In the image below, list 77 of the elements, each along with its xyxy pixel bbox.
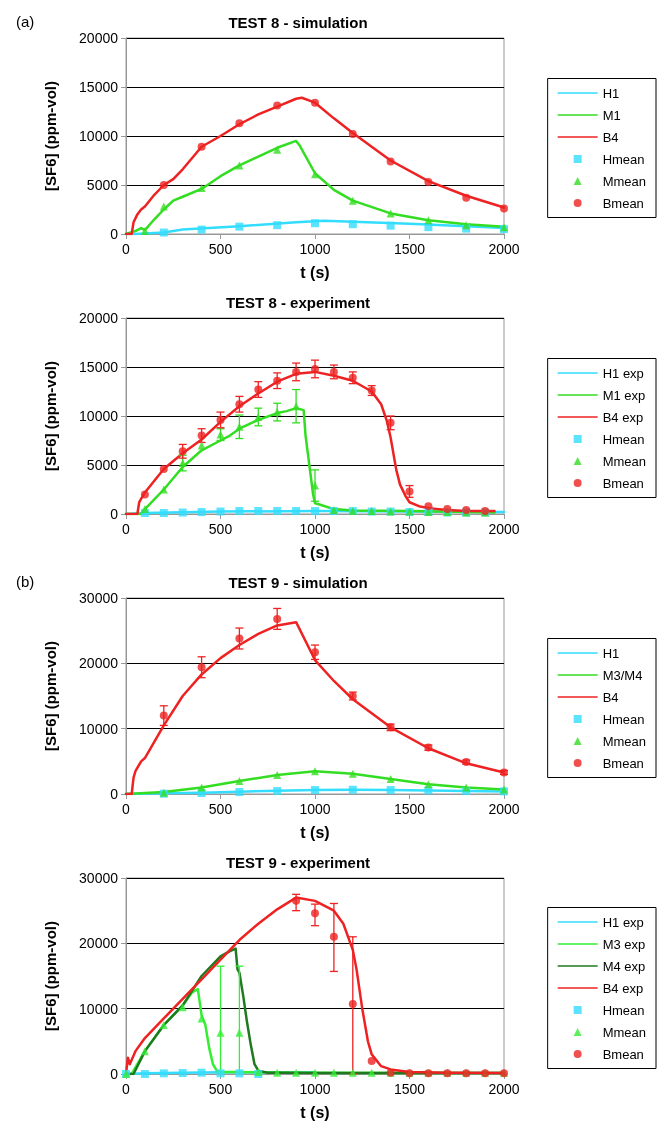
x-tick-label: 1500 — [393, 521, 426, 537]
legend-label: B4 exp — [602, 409, 644, 425]
legend-label: Hmean — [602, 1002, 645, 1018]
y-tick-label: 0 — [110, 786, 119, 802]
x-tick-label: 2000 — [488, 241, 520, 257]
y-tick-label: 20000 — [79, 310, 119, 326]
x-tick-label: 2000 — [488, 801, 520, 817]
legend-label: M3 exp — [602, 936, 646, 952]
y-tick-label: 15000 — [79, 79, 119, 95]
y-axis-title: [SF6] (ppm-vol) — [42, 81, 59, 191]
x-tick-label: 1000 — [299, 521, 331, 537]
x-tick-label: 500 — [208, 241, 233, 257]
legend-label: Mmean — [602, 173, 647, 189]
y-tick-label: 10000 — [79, 720, 119, 737]
x-tick-label: 2000 — [488, 1081, 520, 1097]
legend-label: M4 exp — [602, 958, 646, 974]
x-tick-label: 500 — [208, 801, 233, 817]
y-tick-label: 30000 — [79, 870, 119, 886]
y-tick-label: 10000 — [79, 1000, 119, 1017]
x-axis-title: t (s) — [300, 543, 330, 561]
legend-label: M1 — [602, 107, 621, 123]
legend-label: M3/M4 — [602, 667, 643, 683]
y-tick-label: 0 — [110, 226, 119, 242]
y-tick-label: 5000 — [86, 177, 119, 193]
chart-title: TEST 8 - simulation — [228, 14, 368, 31]
y-axis-title: [SF6] (ppm-vol) — [42, 361, 59, 471]
text: (a) — [16, 13, 35, 30]
y-tick-label: 20000 — [79, 935, 119, 952]
legend-label: Mmean — [602, 733, 647, 749]
chart-title: TEST 9 - simulation — [228, 574, 368, 591]
legend-label: H1 exp — [602, 365, 644, 381]
x-tick-label: 1500 — [393, 241, 426, 257]
x-axis-title: t (s) — [300, 823, 330, 841]
x-tick-label: 1000 — [299, 801, 331, 817]
legend-label: B4 exp — [602, 980, 644, 996]
x-tick-label: 2000 — [488, 521, 520, 537]
x-tick-label: 0 — [122, 241, 131, 257]
y-tick-label: 15000 — [79, 359, 119, 375]
legend-label: H1 — [602, 645, 620, 661]
legend-label: M1 exp — [602, 387, 646, 403]
legend-label: Bmean — [602, 755, 644, 771]
x-axis-title: t (s) — [300, 263, 330, 281]
y-tick-label: 20000 — [79, 30, 119, 46]
y-tick-label: 10000 — [79, 408, 119, 424]
legend-label: H1 exp — [602, 914, 644, 930]
text: (b) — [16, 573, 35, 590]
x-axis-title: t (s) — [300, 1103, 330, 1121]
legend-label: Bmean — [602, 475, 644, 491]
legend-label: Hmean — [602, 431, 645, 447]
legend-label: Bmean — [602, 195, 644, 211]
y-tick-label: 10000 — [79, 128, 119, 144]
x-tick-label: 0 — [122, 521, 131, 537]
y-axis-title: [SF6] (ppm-vol) — [42, 641, 59, 751]
x-tick-label: 1500 — [393, 801, 426, 817]
y-tick-label: 20000 — [79, 655, 119, 672]
chart-title: TEST 9 - experiment — [225, 854, 371, 871]
legend-label: Hmean — [602, 151, 645, 167]
x-tick-label: 0 — [122, 1081, 131, 1097]
x-tick-label: 1000 — [299, 241, 331, 257]
x-tick-label: 500 — [208, 521, 233, 537]
y-tick-label: 30000 — [79, 590, 119, 606]
y-tick-label: 5000 — [86, 457, 119, 473]
legend-label: Bmean — [602, 1046, 644, 1062]
y-tick-label: 0 — [110, 506, 119, 522]
y-tick-label: 0 — [110, 1066, 119, 1082]
x-tick-label: 1500 — [393, 1081, 426, 1097]
legend-label: B4 — [602, 129, 619, 145]
y-axis-title: [SF6] (ppm-vol) — [42, 921, 59, 1031]
legend-label: Mmean — [602, 453, 647, 469]
legend-label: Hmean — [602, 711, 645, 727]
x-tick-label: 1000 — [299, 1081, 331, 1097]
legend-label: Mmean — [602, 1024, 647, 1040]
x-tick-label: 500 — [208, 1081, 233, 1097]
chart-title: TEST 8 - experiment — [225, 294, 371, 311]
legend-label: B4 — [602, 689, 619, 705]
x-tick-label: 0 — [122, 801, 131, 817]
legend-label: H1 — [602, 85, 620, 101]
